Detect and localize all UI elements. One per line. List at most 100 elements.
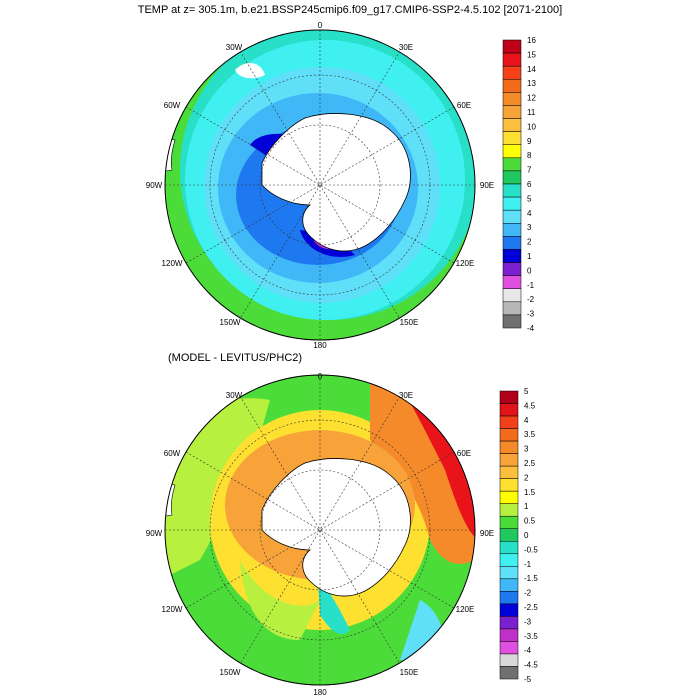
diff-colorbar-swatch xyxy=(499,653,519,667)
figure-title: TEMP at z= 305.1m, b.e21.BSSP245cmip6.f0… xyxy=(137,4,563,16)
model-colorbar-label: 7 xyxy=(527,166,532,175)
model-colorbar-label: 13 xyxy=(527,79,536,88)
model-lon-120e: 120E xyxy=(456,259,475,268)
diff-lon-120e: 120E xyxy=(456,605,475,614)
diff-lon-30w: 30W xyxy=(226,391,243,400)
diff-colorbar-label: 3.5 xyxy=(524,430,536,439)
diff-lon-90e: 90E xyxy=(480,529,494,538)
model-lon-0: 0 xyxy=(318,21,323,30)
diff-ross-cyan xyxy=(318,580,350,635)
diff-lon-150e: 150E xyxy=(400,668,419,677)
model-colorbar-swatch xyxy=(502,79,522,93)
model-colorbar-swatch xyxy=(502,39,522,54)
diff-ne-orange xyxy=(370,380,475,564)
diff-lon-0: 0 xyxy=(318,372,323,381)
model-colorbar-swatch xyxy=(502,131,522,145)
model-lon-90e: 90E xyxy=(480,181,494,190)
diff-antarctica xyxy=(261,458,411,597)
model-colorbar-label: 2 xyxy=(527,238,532,247)
diff-colorbar-label: 1 xyxy=(524,502,529,511)
diff-south-lime xyxy=(240,560,320,640)
diff-colorbar-swatch xyxy=(499,453,519,467)
model-colorbar-label: 11 xyxy=(527,108,536,117)
model-lon-120w: 120W xyxy=(162,259,183,268)
model-colorbar-swatch xyxy=(502,314,522,329)
diff-colorbar-label: 4 xyxy=(524,416,529,425)
diff-colorbar-swatch xyxy=(499,578,519,592)
diff-lon-60e: 60E xyxy=(457,449,471,458)
diff-lon-180: 180 xyxy=(313,688,327,697)
model-colorbar-swatch xyxy=(502,288,522,303)
model-lon-60w: 60W xyxy=(164,101,181,110)
model-colorbar-swatch xyxy=(502,196,522,211)
diff-map-border xyxy=(164,374,476,686)
diff-meridian-150 xyxy=(239,395,401,665)
difference-colorbar: 5 4.5 4 3.5 3 2.5 2 1.5 1 0.5 0 -0.5 -1 -1.5 -2 -2.5 -3 -… xyxy=(499,387,538,684)
model-colorbar-swatch xyxy=(502,105,522,119)
model-colorbar-swatch xyxy=(502,183,522,198)
difference-panel-title: (MODEL - LEVITUS/PHC2) xyxy=(168,352,303,364)
model-colorbar-label: 10 xyxy=(527,122,536,131)
diff-lon-150w: 150W xyxy=(220,668,241,677)
model-colorbar-label: 1 xyxy=(527,252,532,261)
diff-colorbar-label: -1.5 xyxy=(524,574,538,583)
model-colorbar-swatch xyxy=(502,249,522,263)
diff-colorbar-swatch xyxy=(499,515,519,529)
diff-colorbar-swatch xyxy=(499,528,519,542)
diff-colorbar-label: -3 xyxy=(524,617,532,626)
model-antarctica xyxy=(261,113,411,252)
model-colorbar-swatch xyxy=(502,223,522,237)
model-colorbar-swatch xyxy=(502,301,522,316)
diff-colorbar-swatch xyxy=(499,490,519,504)
diff-lon-30e: 30E xyxy=(399,391,413,400)
model-colorbar-swatch xyxy=(502,118,522,132)
diff-colorbar-swatch xyxy=(499,566,519,580)
model-meridian-150 xyxy=(239,50,401,320)
model-colorbar-label: 16 xyxy=(527,36,536,45)
diff-colorbar-swatch xyxy=(499,603,519,617)
diff-colorbar-label: -0.5 xyxy=(524,545,538,554)
model-lon-150e: 150E xyxy=(400,318,419,327)
diff-colorbar-swatch xyxy=(499,440,519,454)
model-lon-180: 180 xyxy=(313,341,327,350)
model-colorbar-swatch xyxy=(502,144,522,159)
diff-colorbar-label: 3 xyxy=(524,445,529,454)
model-colorbar-label: 5 xyxy=(527,194,532,203)
model-colorbar-swatch xyxy=(502,65,522,80)
diff-colorbar-swatch xyxy=(499,591,519,605)
model-colorbar-swatch xyxy=(502,157,522,172)
model-colorbar-label: 9 xyxy=(527,137,532,146)
model-lon-150w: 150W xyxy=(220,318,241,327)
diff-colorbar-label: 2 xyxy=(524,473,529,482)
diff-colorbar-swatch xyxy=(499,553,519,567)
model-colorbar-swatch xyxy=(502,52,522,67)
diff-colorbar-label: -3.5 xyxy=(524,632,538,641)
diff-lon-90w: 90W xyxy=(146,529,163,538)
model-lon-90w: 90W xyxy=(146,181,163,190)
diff-colorbar-label: -5 xyxy=(524,675,532,684)
diff-colorbar-label: -2.5 xyxy=(524,603,538,612)
model-colorbar-swatch xyxy=(502,236,522,250)
diff-colorbar-swatch xyxy=(499,403,519,417)
diff-lat-circle-inner xyxy=(259,469,381,591)
diff-colorbar-swatch xyxy=(499,465,519,479)
model-colorbar-label: 3 xyxy=(527,223,532,232)
diff-colorbar-label: 1.5 xyxy=(524,488,536,497)
diff-colorbar-swatch xyxy=(499,666,519,680)
diff-colorbar-swatch xyxy=(499,641,519,655)
diff-colorbar-swatch xyxy=(499,628,519,642)
model-colorbar-swatch xyxy=(502,170,522,185)
diff-colorbar-label: 0.5 xyxy=(524,517,536,526)
model-colorbar-label: -2 xyxy=(527,295,535,304)
model-map-border xyxy=(164,29,476,341)
diff-colorbar-swatch xyxy=(499,541,519,555)
model-colorbar-label: 12 xyxy=(527,94,536,103)
model-land-patch xyxy=(235,63,265,79)
diff-colorbar-swatch xyxy=(499,478,519,492)
diff-colorbar-swatch xyxy=(499,415,519,429)
diff-colorbar-label: 5 xyxy=(524,387,529,396)
model-colorbar-swatch xyxy=(502,262,522,276)
model-colorbar-label: 0 xyxy=(527,266,532,275)
